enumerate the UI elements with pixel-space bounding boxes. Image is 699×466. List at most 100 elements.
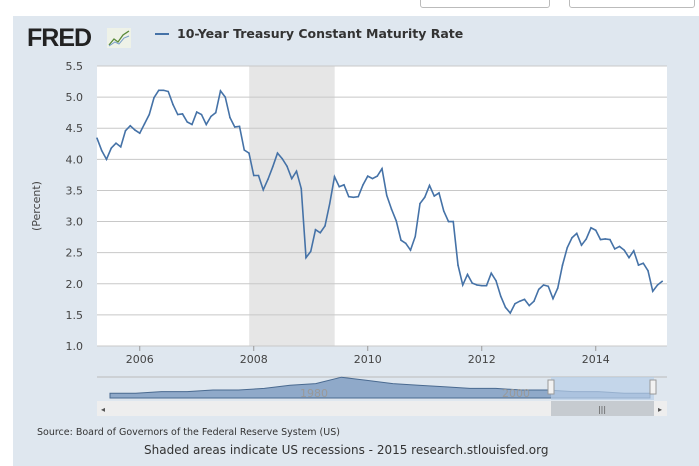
fred-logo[interactable]: FRED: [27, 24, 92, 52]
data-point: [305, 256, 307, 259]
data-point: [200, 113, 203, 116]
y-tick-label: 3.5: [66, 184, 84, 197]
data-point: [537, 288, 540, 291]
data-point: [124, 129, 127, 132]
data-point: [224, 96, 227, 98]
data-point: [561, 264, 564, 266]
data-point: [376, 175, 379, 177]
data-point: [119, 146, 122, 148]
data-point: [176, 113, 179, 116]
data-point: [129, 124, 132, 127]
data-point: [295, 170, 298, 172]
data-point: [286, 165, 288, 167]
data-point: [191, 123, 193, 126]
data-point: [319, 231, 322, 234]
scrollbar-thumb[interactable]: [551, 401, 654, 416]
data-point: [599, 238, 602, 241]
data-point: [205, 123, 208, 126]
data-point: [409, 249, 412, 251]
data-point: [100, 149, 103, 152]
data-point: [338, 185, 341, 188]
data-point: [571, 236, 573, 239]
data-point: [547, 285, 550, 288]
x-tick-label: 2008: [240, 353, 268, 366]
scroll-left-icon[interactable]: ◂: [101, 405, 105, 414]
data-point: [243, 149, 246, 151]
data-point: [509, 312, 512, 314]
data-point: [433, 195, 436, 197]
data-point: [167, 90, 170, 93]
data-point: [461, 284, 464, 286]
data-point: [480, 284, 483, 287]
data-point: [400, 239, 402, 242]
data-point: [267, 178, 269, 181]
data-point: [276, 152, 279, 154]
recession-band: [249, 66, 335, 346]
data-point: [490, 272, 493, 275]
data-point: [395, 220, 398, 222]
data-point: [210, 115, 212, 118]
data-point: [447, 220, 450, 223]
data-point: [281, 157, 284, 160]
data-point: [357, 195, 360, 198]
data-point: [96, 137, 98, 139]
legend-item[interactable]: 10-Year Treasury Constant Maturity Rate: [155, 26, 463, 41]
data-point: [552, 297, 554, 300]
data-point: [138, 132, 141, 134]
data-point: [233, 126, 236, 128]
data-point: [105, 158, 108, 161]
data-point: [352, 196, 355, 199]
toolbar-field[interactable]: [569, 0, 695, 8]
data-point: [347, 195, 350, 198]
data-point: [181, 113, 184, 115]
scrollbar-track[interactable]: [97, 401, 667, 416]
data-point: [134, 129, 136, 131]
data-point: [229, 116, 231, 119]
y-tick-label: 1.5: [66, 309, 84, 322]
data-point: [499, 295, 502, 298]
plot-area: [97, 66, 667, 346]
data-point: [533, 300, 535, 303]
data-point: [262, 189, 265, 191]
data-point: [466, 273, 469, 276]
y-tick-label: 5.0: [66, 91, 84, 104]
data-point: [333, 175, 336, 178]
data-point: [575, 232, 578, 235]
y-tick-label: 4.5: [66, 122, 84, 135]
data-point: [238, 125, 241, 128]
data-point: [385, 194, 388, 197]
data-point: [428, 184, 431, 187]
data-point: [457, 264, 459, 266]
navigator-handle[interactable]: [649, 379, 657, 395]
navigator-selection: [551, 377, 654, 400]
data-point: [343, 184, 345, 186]
data-point: [594, 229, 597, 232]
data-point: [153, 96, 155, 99]
data-point: [157, 89, 160, 92]
series-line: [96, 89, 663, 315]
y-tick-label: 1.0: [66, 340, 84, 353]
data-point: [485, 284, 488, 287]
data-point: [162, 89, 165, 92]
data-point: [528, 304, 531, 307]
x-tick-label: 2014: [582, 353, 610, 366]
data-point: [651, 290, 654, 293]
scroll-right-icon[interactable]: ▸: [658, 405, 662, 414]
x-tick-label: 2012: [468, 353, 496, 366]
data-point: [186, 121, 189, 123]
chart-title: 10-Year Treasury Constant Maturity Rate: [177, 26, 464, 41]
data-point: [381, 167, 383, 170]
data-point: [419, 202, 421, 205]
data-point: [523, 298, 526, 301]
toolbar-field[interactable]: [420, 0, 550, 8]
data-point: [476, 284, 478, 286]
navigator-label: 1980: [300, 387, 328, 400]
data-point: [328, 202, 331, 205]
y-tick-label: 3.0: [66, 216, 84, 229]
data-point: [590, 226, 592, 229]
data-point: [371, 177, 374, 180]
data-point: [556, 287, 559, 289]
data-point: [609, 238, 611, 241]
navigator-handle[interactable]: [547, 379, 555, 395]
scrollbar-grip-icon: |||: [598, 405, 606, 414]
